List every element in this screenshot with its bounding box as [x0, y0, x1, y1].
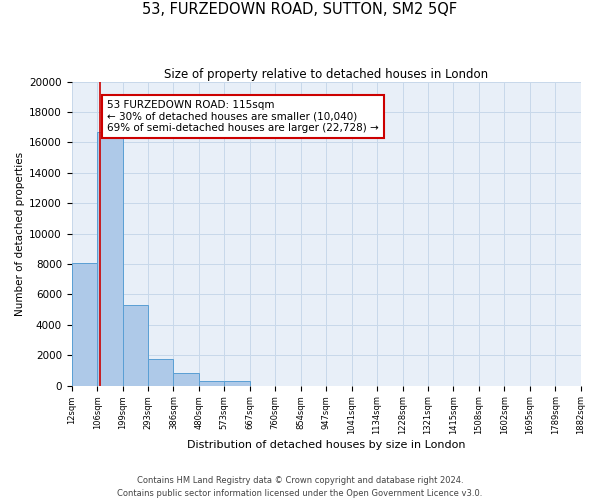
- Bar: [97, 132, 122, 386]
- Bar: [148, 359, 173, 386]
- X-axis label: Distribution of detached houses by size in London: Distribution of detached houses by size …: [187, 440, 466, 450]
- Text: 53 FURZEDOWN ROAD: 115sqm
← 30% of detached houses are smaller (10,040)
69% of s: 53 FURZEDOWN ROAD: 115sqm ← 30% of detac…: [107, 100, 379, 133]
- Text: 53, FURZEDOWN ROAD, SUTTON, SM2 5QF: 53, FURZEDOWN ROAD, SUTTON, SM2 5QF: [142, 2, 458, 18]
- Bar: [173, 374, 199, 386]
- Text: Contains HM Land Registry data © Crown copyright and database right 2024.
Contai: Contains HM Land Registry data © Crown c…: [118, 476, 482, 498]
- Bar: [224, 381, 250, 386]
- Bar: [122, 305, 148, 386]
- Title: Size of property relative to detached houses in London: Size of property relative to detached ho…: [164, 68, 488, 80]
- Bar: [199, 381, 224, 386]
- Bar: [71, 262, 97, 386]
- Y-axis label: Number of detached properties: Number of detached properties: [15, 152, 25, 316]
